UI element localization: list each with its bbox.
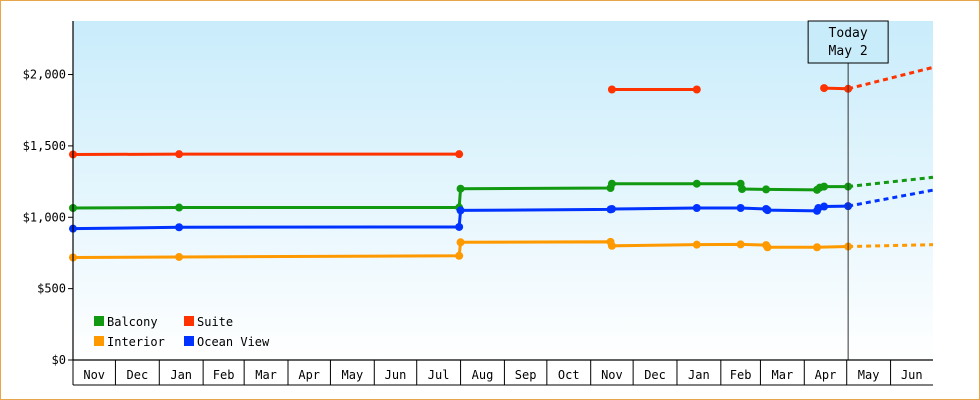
x-tick-label: Aug — [472, 368, 494, 382]
y-tick-label: $1,500 — [23, 139, 66, 153]
data-point-balcony[interactable] — [456, 184, 465, 193]
data-point-balcony[interactable] — [175, 203, 184, 212]
data-point-ocean-view[interactable] — [607, 204, 616, 213]
data-point-interior[interactable] — [763, 243, 772, 252]
x-tick-label: Jun — [385, 368, 407, 382]
data-point-interior[interactable] — [455, 251, 464, 260]
y-tick-label: $1,000 — [23, 210, 66, 224]
x-tick-label: Feb — [730, 368, 752, 382]
legend-label-suite: Suite — [197, 315, 233, 329]
data-point-interior[interactable] — [736, 240, 745, 249]
legend-label-balcony: Balcony — [107, 315, 158, 329]
y-tick-label: $0 — [52, 353, 66, 367]
data-point-ocean-view[interactable] — [175, 223, 184, 232]
legend-label-interior: Interior — [107, 335, 165, 349]
y-tick-label: $2,000 — [23, 68, 66, 82]
x-tick-label: Jan — [688, 368, 710, 382]
today-label: Today — [829, 26, 868, 41]
data-point-ocean-view[interactable] — [820, 202, 829, 211]
x-tick-label: Mar — [255, 368, 277, 382]
x-tick-label: Nov — [601, 368, 623, 382]
legend-swatch-ocean-view — [184, 336, 194, 346]
x-tick-label: May — [342, 368, 364, 382]
x-tick-label: Apr — [298, 368, 320, 382]
data-point-ocean-view[interactable] — [763, 206, 772, 215]
data-point-ocean-view[interactable] — [456, 206, 465, 215]
x-tick-label: Sep — [515, 368, 537, 382]
legend-swatch-balcony — [94, 316, 104, 326]
data-point-ocean-view[interactable] — [692, 203, 701, 212]
data-point-balcony[interactable] — [607, 179, 616, 188]
data-point-ocean-view[interactable] — [455, 222, 464, 231]
legend: Balcony Suite Interior Ocean View — [94, 315, 270, 349]
data-point-interior[interactable] — [456, 238, 465, 247]
data-point-balcony[interactable] — [820, 182, 829, 191]
today-date-label: May 2 — [829, 44, 868, 59]
legend-label-ocean-view: Ocean View — [197, 335, 270, 349]
data-point-suite[interactable] — [820, 84, 829, 93]
today-label-box — [807, 20, 889, 64]
data-point-suite[interactable] — [455, 150, 464, 159]
data-point-balcony[interactable] — [738, 185, 747, 194]
x-tick-label: Mar — [772, 368, 794, 382]
x-tick-label: Oct — [558, 368, 580, 382]
x-tick-label: Dec — [644, 368, 666, 382]
y-tick-label: $500 — [37, 282, 66, 296]
data-point-interior[interactable] — [607, 241, 616, 250]
data-point-balcony[interactable] — [762, 185, 771, 194]
x-tick-label: Dec — [127, 368, 149, 382]
x-tick-label: May — [858, 368, 880, 382]
x-tick-label: Apr — [815, 368, 837, 382]
x-tick-label: Jun — [901, 368, 923, 382]
x-tick-label: Feb — [213, 368, 235, 382]
x-tick-label: Jul — [428, 368, 450, 382]
x-tick-label: Nov — [83, 368, 105, 382]
series-line-suite — [824, 86, 849, 91]
data-point-ocean-view[interactable] — [736, 203, 745, 212]
data-point-interior[interactable] — [813, 243, 822, 252]
data-point-suite[interactable] — [175, 150, 184, 159]
data-point-interior[interactable] — [175, 252, 184, 261]
data-point-suite[interactable] — [607, 85, 616, 94]
forecast-line-suite — [847, 65, 934, 91]
series-line-interior — [72, 240, 849, 260]
legend-swatch-interior — [94, 336, 104, 346]
x-tick-label: Jan — [170, 368, 192, 382]
data-point-suite[interactable] — [692, 85, 701, 94]
legend-swatch-suite — [184, 316, 194, 326]
data-point-interior[interactable] — [692, 240, 701, 249]
data-point-balcony[interactable] — [692, 179, 701, 188]
